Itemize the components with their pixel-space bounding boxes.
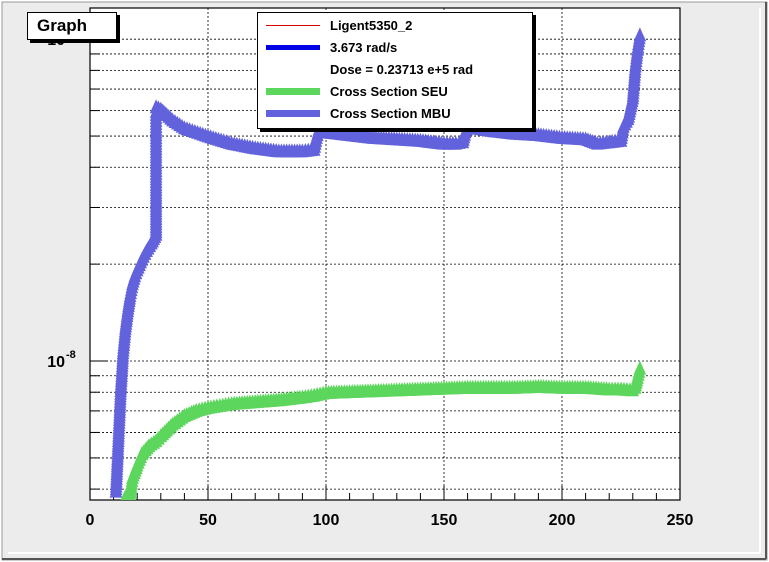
x-tick-label: 50 bbox=[199, 512, 217, 529]
legend-swatch-mbu bbox=[266, 110, 320, 117]
legend-label-mbu: Cross Section MBU bbox=[330, 106, 451, 121]
y-tick-label-exponent: -8 bbox=[66, 349, 76, 361]
legend[interactable]: Ligent5350_2 3.673 rad/s Dose = 0.23713 … bbox=[257, 12, 533, 129]
legend-label-dose: Dose = 0.23713 e+5 rad bbox=[330, 62, 474, 77]
legend-entry-mbu: Cross Section MBU bbox=[258, 103, 534, 125]
data-point-cross-section-mbu bbox=[633, 27, 647, 42]
x-tick-label: 200 bbox=[549, 512, 576, 529]
legend-entry-ligent: Ligent5350_2 bbox=[258, 15, 534, 37]
legend-entry-seu: Cross Section SEU bbox=[258, 81, 534, 103]
legend-label-seu: Cross Section SEU bbox=[330, 84, 448, 99]
x-tick-label: 100 bbox=[313, 512, 340, 529]
x-tick-label: 250 bbox=[667, 512, 694, 529]
legend-label-ligent: Ligent5350_2 bbox=[330, 18, 413, 33]
legend-swatch-seu bbox=[266, 88, 320, 95]
data-point-cross-section-seu bbox=[633, 360, 647, 375]
legend-swatch-ligent bbox=[266, 25, 320, 26]
legend-entry-dose: Dose = 0.23713 e+5 rad bbox=[258, 59, 534, 81]
legend-entry-rate: 3.673 rad/s bbox=[258, 37, 534, 59]
legend-swatch-rate bbox=[266, 45, 320, 50]
legend-label-rate: 3.673 rad/s bbox=[330, 40, 398, 55]
x-tick-label: 150 bbox=[431, 512, 458, 529]
graph-title[interactable]: Graph bbox=[27, 12, 117, 40]
y-tick-label: 10 bbox=[47, 354, 65, 371]
x-tick-label: 0 bbox=[86, 512, 95, 529]
